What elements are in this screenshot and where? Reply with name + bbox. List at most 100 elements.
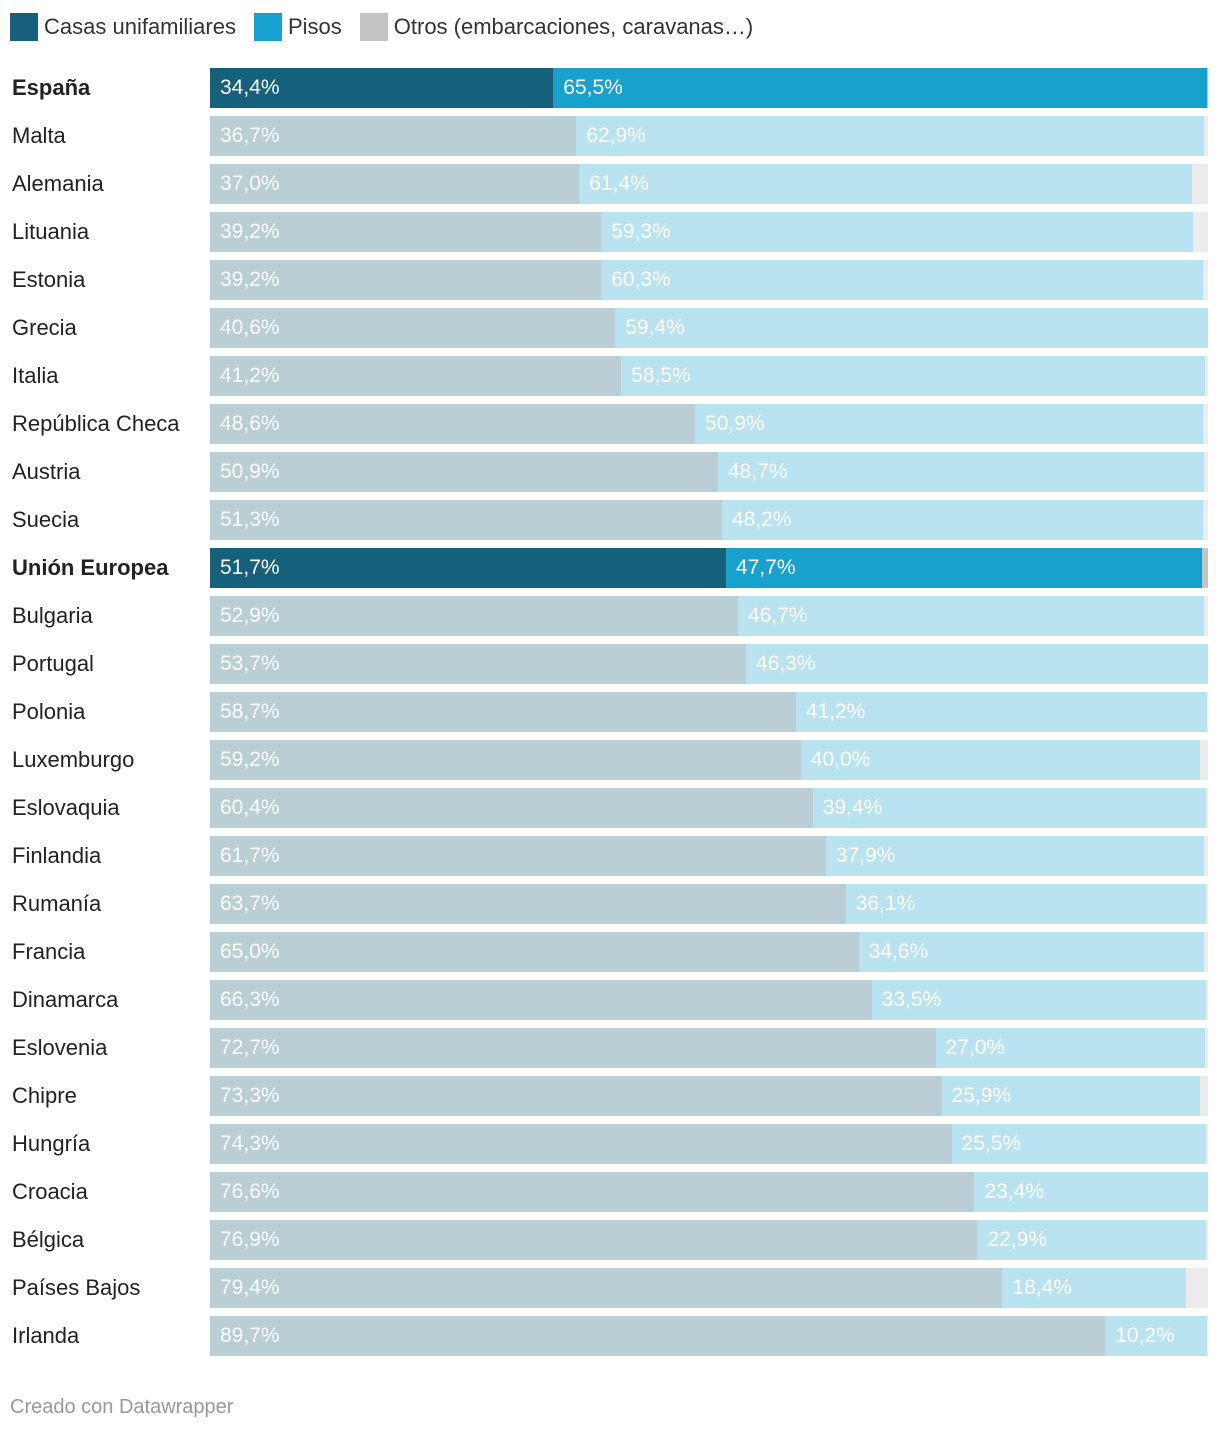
bar-segment-casas: 36,7%: [210, 116, 577, 156]
bar-segment-casas: 60,4%: [210, 788, 813, 828]
country-label: República Checa: [12, 411, 180, 436]
legend-label-casas: Casas unifamiliares: [44, 14, 236, 39]
country-label: Chipre: [12, 1083, 77, 1108]
country-label: Alemania: [12, 171, 104, 196]
country-label: Eslovaquia: [12, 795, 120, 820]
bar-segment-otros: [1205, 356, 1208, 396]
bar-segment-pisos: 36,1%: [845, 884, 1206, 924]
legend-swatch-otros: [359, 13, 388, 41]
bar-segment-otros: [1205, 884, 1208, 924]
data-label: 40,6%: [220, 316, 280, 339]
data-label: 25,9%: [951, 1084, 1012, 1107]
data-label: 34,6%: [868, 940, 929, 963]
bar-segment-casas: 39,2%: [210, 260, 602, 300]
data-label: 65,5%: [563, 76, 623, 99]
bar-segment-pisos: 59,3%: [601, 212, 1194, 252]
bar-segment-casas: 40,6%: [210, 308, 616, 348]
legend: Casas unifamiliares Pisos Otros (embarca…: [10, 12, 771, 42]
bar-segment-pisos: 37,9%: [825, 836, 1204, 876]
country-label: Portugal: [12, 651, 94, 676]
bar-row: Hungría 74,3% 25,5%: [0, 1124, 1220, 1164]
data-label: 10,2%: [1115, 1324, 1175, 1347]
data-label: 59,2%: [220, 748, 280, 771]
bar-row: Lituania 39,2% 59,3%: [0, 212, 1220, 252]
bar-segment-pisos: 39,4%: [812, 788, 1206, 828]
country-label: Eslovenia: [12, 1035, 108, 1060]
bar-track: 41,2% 58,5%: [210, 356, 1208, 396]
data-label: 48,2%: [731, 508, 792, 531]
legend-item-pisos: Pisos: [253, 13, 342, 41]
data-label: 33,5%: [881, 988, 942, 1011]
country-label: Polonia: [12, 699, 86, 724]
data-label: 73,3%: [220, 1084, 280, 1107]
bar-segment-otros: [1203, 932, 1208, 972]
bar-segment-pisos: 25,9%: [941, 1076, 1200, 1116]
country-label: Estonia: [12, 267, 86, 292]
bar-segment-otros: [1204, 116, 1208, 156]
bar-segment-pisos: 50,9%: [695, 404, 1203, 444]
bar-segment-pisos: 27,0%: [935, 1028, 1205, 1068]
country-label: Bélgica: [12, 1227, 85, 1252]
data-label: 61,4%: [589, 172, 649, 195]
bar-row: Países Bajos 79,4% 18,4%: [0, 1268, 1220, 1308]
data-label: 27,0%: [945, 1036, 1006, 1059]
data-label: 46,3%: [755, 652, 816, 675]
bar-segment-pisos: 65,5%: [553, 68, 1207, 108]
data-label: 76,6%: [220, 1180, 280, 1203]
bar-row: Italia 41,2% 58,5%: [0, 356, 1220, 396]
bar-segment-casas: 73,3%: [210, 1076, 942, 1116]
data-label: 41,2%: [805, 700, 866, 723]
data-label: 50,9%: [220, 460, 280, 483]
bar-row: Croacia 76,6% 23,4%: [0, 1172, 1220, 1212]
country-label: Francia: [12, 939, 86, 964]
country-label: Bulgaria: [12, 603, 93, 628]
bar-segment-casas: 76,6%: [210, 1172, 975, 1212]
legend-item-casas: Casas unifamiliares: [10, 13, 236, 41]
bar-track: 59,2% 40,0%: [210, 740, 1208, 780]
bar-segment-pisos: 10,2%: [1105, 1316, 1207, 1356]
bar-segment-otros: [1204, 836, 1208, 876]
bar-segment-otros: [1206, 68, 1208, 108]
legend-label-otros: Otros (embarcaciones, caravanas…): [393, 14, 754, 39]
data-label: 37,0%: [220, 172, 280, 195]
bar-row: Irlanda 89,7% 10,2%: [0, 1316, 1220, 1356]
bar-segment-pisos: 22,9%: [977, 1220, 1206, 1260]
data-label: 58,5%: [631, 364, 691, 387]
bar-track: 66,3% 33,5%: [210, 980, 1208, 1020]
bar-row: Rumanía 63,7% 36,1%: [0, 884, 1220, 924]
bar-segment-casas: 39,2%: [210, 212, 602, 252]
bar-segment-casas: 34,4%: [210, 68, 554, 108]
country-label: Dinamarca: [12, 987, 119, 1012]
bar-row: Estonia 39,2% 60,3%: [0, 260, 1220, 300]
bar-segment-otros: [1204, 596, 1208, 636]
country-label: Finlandia: [12, 843, 102, 868]
data-label: 25,5%: [961, 1132, 1022, 1155]
data-label: 18,4%: [1012, 1276, 1072, 1299]
bar-segment-otros: [1202, 404, 1208, 444]
country-label: Italia: [12, 363, 59, 388]
bar-segment-pisos: 40,0%: [800, 740, 1200, 780]
bar-segment-otros: [1200, 1076, 1208, 1116]
bar-segment-casas: 61,7%: [210, 836, 826, 876]
data-label: 36,1%: [855, 892, 916, 915]
bar-track: 60,4% 39,4%: [210, 788, 1208, 828]
data-label: 48,7%: [727, 460, 788, 483]
data-label: 39,2%: [220, 268, 280, 291]
bar-segment-pisos: 33,5%: [871, 980, 1206, 1020]
bar-track: 72,7% 27,0%: [210, 1028, 1208, 1068]
bar-segment-otros: [1193, 212, 1208, 252]
bar-row: España 34,4% 65,5%: [0, 68, 1220, 108]
country-label: Croacia: [12, 1179, 88, 1204]
bar-segment-otros: [1205, 1124, 1208, 1164]
data-label: 62,9%: [586, 124, 646, 147]
bar-row: Unión Europea 51,7% 47,7%: [0, 548, 1220, 588]
data-label: 72,7%: [220, 1036, 280, 1059]
bar-row: Bélgica 76,9% 22,9%: [0, 1220, 1220, 1260]
bar-segment-otros: [1203, 452, 1208, 492]
bar-row: Suecia 51,3% 48,2%: [0, 500, 1220, 540]
bar-segment-otros: [1186, 1268, 1208, 1308]
data-label: 50,9%: [705, 412, 765, 435]
country-label: Irlanda: [12, 1323, 80, 1348]
bar-segment-otros: [1206, 1316, 1208, 1356]
bar-track: 76,6% 23,4%: [210, 1172, 1208, 1212]
